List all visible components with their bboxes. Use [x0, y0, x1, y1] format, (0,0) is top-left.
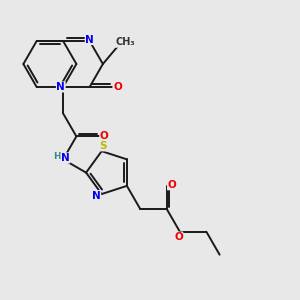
- Text: N: N: [85, 34, 94, 45]
- Text: O: O: [167, 180, 176, 190]
- Text: O: O: [113, 82, 122, 92]
- Text: H: H: [53, 152, 61, 161]
- Text: S: S: [99, 141, 107, 151]
- Text: N: N: [92, 190, 101, 200]
- Text: CH₃: CH₃: [116, 37, 135, 47]
- Text: N: N: [56, 82, 65, 92]
- Text: O: O: [100, 131, 109, 141]
- Text: N: N: [61, 153, 70, 163]
- Text: O: O: [174, 232, 183, 242]
